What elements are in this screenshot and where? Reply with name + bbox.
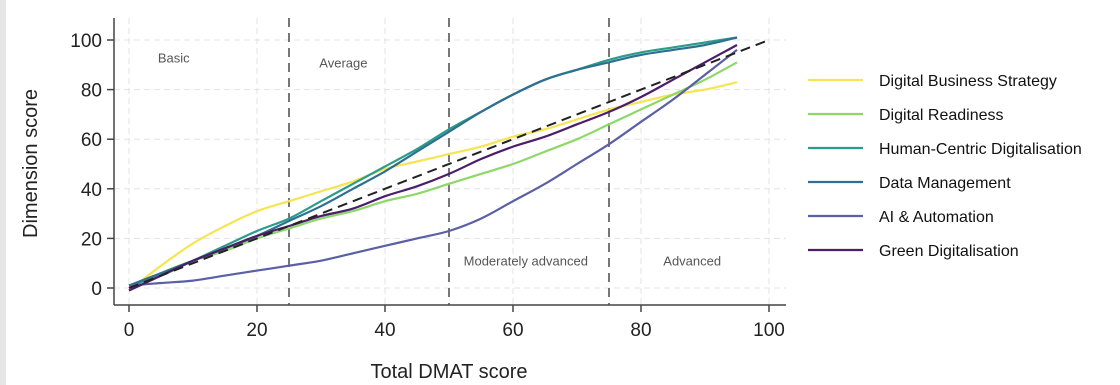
series-line-digital-readiness [128,61,738,289]
legend-label: Data Management [879,175,1011,192]
x-tick-label: 40 [374,320,395,341]
region-label: Basic [158,50,190,65]
y-tick-label: 0 [91,279,102,300]
y-axis-title: Dimension score [20,89,42,238]
legend-label: Digital Business Strategy [879,73,1057,90]
x-axis-title: Total DMAT score [370,361,527,383]
x-tick-label: 0 [124,320,135,341]
x-tick-label: 80 [630,320,651,341]
series-line-human-centric-digitalisation [128,36,738,287]
line-chart: 0 20 40 60 80 100 0 20 40 60 80 100 Total DMAT score… [20,18,1082,383]
x-tick-label: 60 [502,320,523,341]
reference-diagonal-line [128,39,770,289]
legend-label: AI & Automation [879,209,994,226]
y-tick-label: 40 [81,180,102,201]
chart-figure: 0 20 40 60 80 100 0 20 40 60 80 100 Total DMAT score… [6,0,1120,385]
series-line-digital-business-strategy [128,81,738,292]
region-label: Moderately advanced [464,254,588,269]
region-label: Average [319,55,367,70]
y-tick-label: 100 [70,31,102,52]
y-tick-label: 60 [81,130,102,151]
y-tick-label: 80 [81,81,102,102]
series-line-ai-automation [128,49,738,287]
legend-label: Human-Centric Digitalisation [879,141,1082,158]
legend-label: Digital Readiness [879,107,1004,124]
series-line-green-digitalisation [128,44,738,292]
legend-label: Green Digitalisation [879,243,1019,260]
region-label: Advanced [663,254,721,269]
x-tick-label: 20 [246,320,267,341]
y-tick-label: 20 [81,229,102,250]
x-tick-label: 100 [753,320,785,341]
